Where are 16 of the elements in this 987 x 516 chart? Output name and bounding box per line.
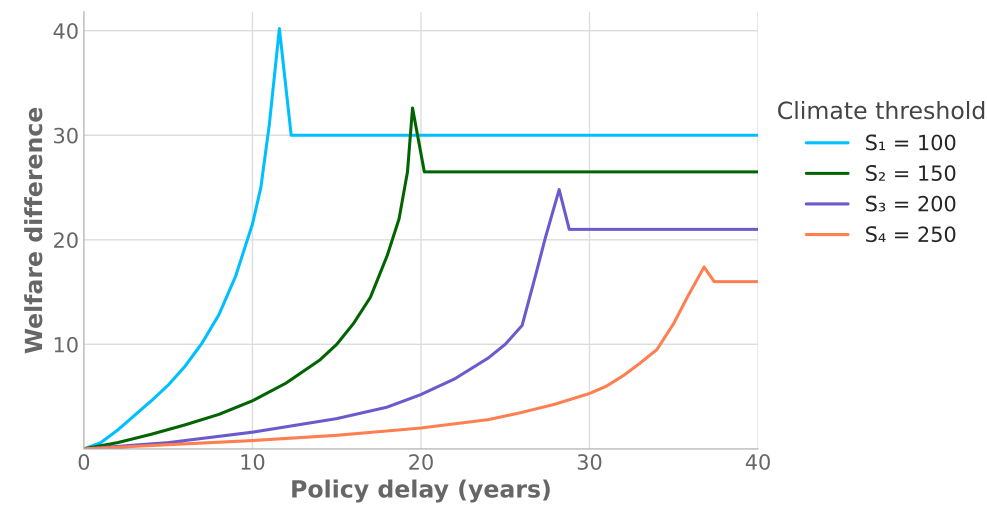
legend-label: S̄₂ = 150 bbox=[866, 165, 956, 181]
legend-label: S̄₁ = 100 bbox=[866, 134, 956, 150]
x-tick-label: 40 bbox=[746, 454, 770, 470]
y-axis-title: Welfare difference bbox=[24, 108, 42, 354]
legend-label: S̄₃ = 200 bbox=[866, 196, 956, 212]
y-tick-label: 20 bbox=[54, 232, 78, 248]
legend-label: S̄₄ = 250 bbox=[866, 226, 956, 242]
x-tick-label: 30 bbox=[578, 454, 602, 470]
y-tick-label: 10 bbox=[54, 336, 78, 353]
x-tick-label: 10 bbox=[241, 454, 264, 470]
legend-title: Climate threshold bbox=[778, 100, 984, 120]
x-tick-label: 20 bbox=[409, 454, 433, 470]
x-tick-label: 0 bbox=[78, 454, 90, 470]
x-axis-title: Policy delay (years) bbox=[292, 480, 550, 503]
y-tick-label: 40 bbox=[54, 23, 78, 39]
y-tick-label: 30 bbox=[54, 128, 78, 144]
